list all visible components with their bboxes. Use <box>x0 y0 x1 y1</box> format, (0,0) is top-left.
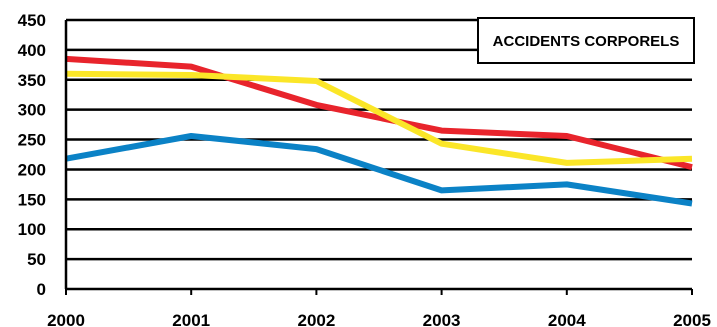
y-tick-label-450: 450 <box>18 11 46 30</box>
x-tick-label-2001: 2001 <box>172 311 210 327</box>
series-line-2 <box>65 70 693 166</box>
x-tick-labels: 2000 2001 2002 2003 2004 2005 <box>47 289 711 327</box>
y-tick-label-200: 200 <box>18 160 46 179</box>
y-tick-labels: 0 50 100 150 200 250 300 350 400 450 <box>18 11 46 299</box>
x-tick-label-2002: 2002 <box>297 311 335 327</box>
y-tick-label-100: 100 <box>18 220 46 239</box>
y-tick-label-150: 150 <box>18 190 46 209</box>
x-tick-label-2004: 2004 <box>548 311 586 327</box>
axes <box>64 20 692 291</box>
series-lines <box>65 55 693 207</box>
y-tick-label-400: 400 <box>18 41 46 60</box>
x-tick-label-2000: 2000 <box>47 311 85 327</box>
y-tick-label-50: 50 <box>27 250 46 269</box>
chart-label-box: ACCIDENTS CORPORELS <box>477 17 695 64</box>
series-line-3 <box>65 133 693 207</box>
x-tick-label-2003: 2003 <box>423 311 461 327</box>
chart-label-text: ACCIDENTS CORPORELS <box>493 33 680 50</box>
y-tick-label-0: 0 <box>37 280 46 299</box>
series-line-1 <box>65 55 693 171</box>
chart-label-frame <box>477 17 695 64</box>
y-tick-label-250: 250 <box>18 131 46 150</box>
x-tick-label-2005: 2005 <box>673 311 711 327</box>
y-tick-label-350: 350 <box>18 71 46 90</box>
y-tick-label-300: 300 <box>18 101 46 120</box>
